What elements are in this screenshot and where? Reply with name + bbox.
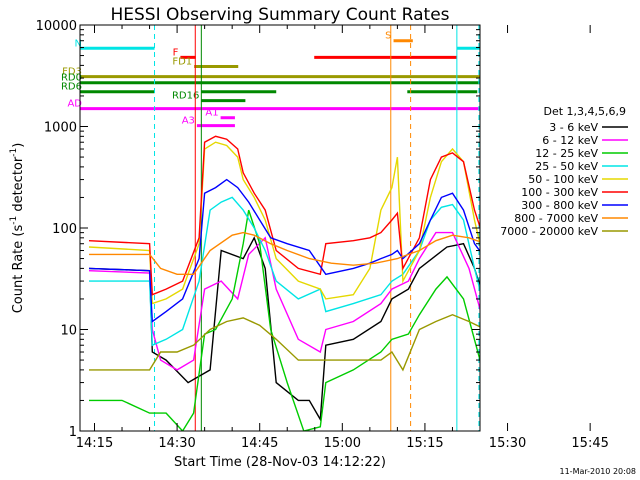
- flag-label: S: [385, 31, 391, 42]
- series-line: [89, 209, 480, 431]
- x-tick-label: 15:00: [324, 436, 361, 451]
- legend-entry-label: 6 - 12 keV: [542, 134, 598, 147]
- y-axis-label-mid: detector: [11, 156, 26, 216]
- x-axis-label: Start Time (28-Nov-03 14:12:22): [174, 455, 386, 470]
- x-tick-label: 15:30: [489, 436, 526, 451]
- legend-title: Det 1,3,4,5,6,9: [543, 105, 626, 118]
- flag-label: AD: [67, 99, 82, 110]
- flag-label: A1: [205, 108, 218, 119]
- flag-label: RD0: [61, 73, 82, 84]
- flag-label: FD1: [172, 57, 192, 68]
- series-lines: [88, 135, 480, 431]
- series-line: [89, 313, 480, 372]
- event-vertical-lines: [154, 25, 480, 431]
- x-tick-label: 14:15: [76, 436, 113, 451]
- legend-entry-label: 100 - 300 keV: [521, 186, 598, 199]
- flag-label: F: [173, 47, 179, 58]
- x-axis-ticks: 14:15 14:30 14:45 15:00 15:15 15:30 15:45: [76, 25, 609, 451]
- legend-entry-label: 300 - 800 keV: [521, 199, 598, 212]
- series-line: [88, 135, 480, 296]
- x-tick-label: 15:45: [571, 436, 608, 451]
- flag-label: FD3: [62, 67, 82, 78]
- y-tick-label: 1000: [44, 121, 77, 136]
- legend-entry-label: 50 - 100 keV: [528, 173, 598, 186]
- y-tick-label: 100: [52, 222, 77, 237]
- y-axis-label-sup2: -1: [9, 148, 19, 157]
- series-line: [88, 178, 480, 323]
- flag-label: RD16: [172, 91, 199, 102]
- flag-label: N: [75, 38, 82, 49]
- y-axis-label-sup1: -1: [9, 216, 19, 225]
- y-tick-label: 10: [60, 324, 77, 339]
- y-axis-label-main: Count Rate (s: [11, 225, 26, 314]
- x-tick-label: 14:45: [241, 436, 278, 451]
- x-tick-label: 15:15: [406, 436, 443, 451]
- legend-entry-label: 25 - 50 keV: [535, 160, 598, 173]
- y-tick-label: 10000: [36, 19, 77, 34]
- y-axis-label: Count Rate (s-1 detector-1): [9, 143, 26, 314]
- footer-timestamp: 11-Mar-2010 20:08: [560, 467, 637, 476]
- chart-title: HESSI Observing Summary Count Rates: [110, 5, 449, 25]
- series-line: [89, 231, 480, 275]
- legend-entry-label: 12 - 25 keV: [535, 147, 598, 160]
- series-line: [88, 236, 480, 422]
- y-axis-ticks: 1 10 100 1000 10000: [36, 19, 480, 440]
- flag-label: RD6: [61, 82, 82, 93]
- legend-entry-label: 3 - 6 keV: [549, 121, 598, 134]
- flag-label: A3: [182, 116, 195, 127]
- y-tick-label: 1: [69, 425, 77, 440]
- x-tick-label: 14:30: [158, 436, 195, 451]
- legend-entry-label: 7000 - 20000 keV: [500, 225, 598, 238]
- legend-entry-label: 800 - 7000 keV: [514, 212, 598, 225]
- series-line: [88, 231, 480, 371]
- y-axis-label-end: ): [11, 143, 26, 148]
